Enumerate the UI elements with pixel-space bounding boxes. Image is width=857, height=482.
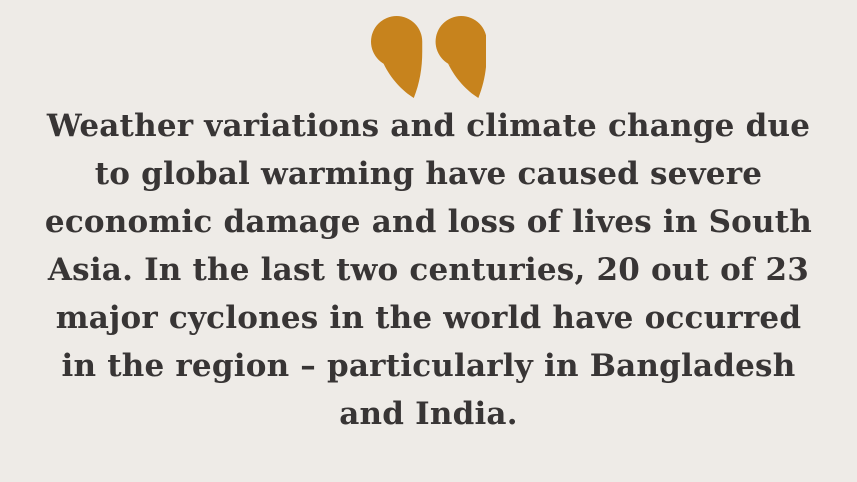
closing-double-quote-icon xyxy=(370,16,487,98)
quote-line: in the region – particularly in Banglade… xyxy=(61,348,796,384)
quote-line: Asia. In the last two centuries, 20 out … xyxy=(47,252,810,288)
quote-line: economic damage and loss of lives in Sou… xyxy=(44,204,813,240)
quote-glyph xyxy=(370,16,487,98)
quote-line: to global warming have caused severe xyxy=(94,156,763,192)
quote-text: Weather variations and climate change du… xyxy=(27,102,830,438)
quote-line: and India. xyxy=(339,396,518,432)
quote-line: Weather variations and climate change du… xyxy=(46,108,811,144)
quote-line: major cyclones in the world have occurre… xyxy=(55,300,802,336)
